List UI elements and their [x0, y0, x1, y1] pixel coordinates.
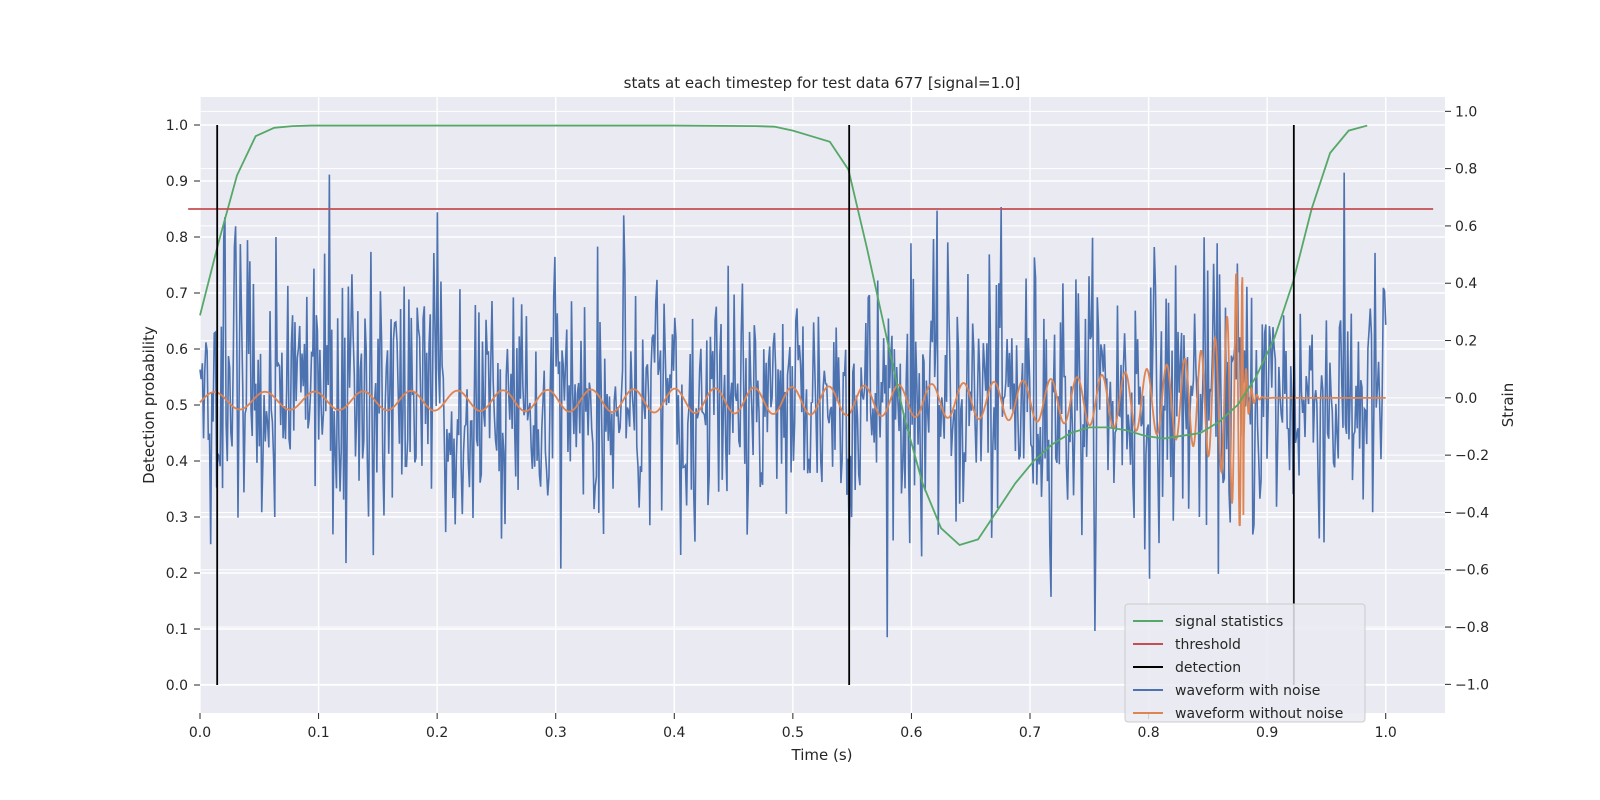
y-tick-label: 0.0: [166, 678, 188, 694]
y-axis-label: Detection probability: [140, 326, 158, 484]
legend-label: threshold: [1175, 637, 1241, 653]
y-tick-label: 0.9: [166, 174, 188, 190]
legend-label: waveform with noise: [1175, 683, 1320, 699]
series-waveform-with-noise: [199, 172, 1387, 638]
chart-title: stats at each timestep for test data 677…: [624, 74, 1021, 92]
y-tick-label: 0.4: [166, 454, 188, 470]
x-tick-label: 0.2: [426, 725, 448, 741]
y-tick-label: 0.8: [166, 230, 188, 246]
legend-label: signal statistics: [1175, 614, 1283, 630]
x-tick-label: 0.3: [545, 725, 567, 741]
y-tick-label-right: 0.8: [1455, 162, 1477, 178]
ticks-layer: 0.0 0.1 0.2 0.3 0.4 0.5 0.6 0.7 0.8 0.9 1.0 0.0 0.1 0…: [166, 104, 1489, 741]
y-tick-label-right: −0.6: [1455, 563, 1489, 579]
y-tick-label-right: 0.0: [1455, 391, 1477, 407]
x-tick-label: 0.0: [189, 725, 211, 741]
y-tick-label: 0.2: [166, 566, 188, 582]
x-tick-label: 0.9: [1256, 725, 1278, 741]
y-tick-label-right: −1.0: [1455, 677, 1489, 693]
y-tick-label-right: 0.2: [1455, 334, 1477, 350]
series-layer: [188, 124, 1434, 685]
x-tick-label: 0.6: [900, 725, 922, 741]
x-tick-label: 0.5: [782, 725, 804, 741]
y-tick-label-right: −0.8: [1455, 620, 1489, 636]
legend: signal statistics threshold detection wavef…: [1124, 603, 1366, 723]
y-tick-label: 0.3: [166, 510, 188, 526]
y-axis-label-right: Strain: [1499, 383, 1517, 427]
y-tick-label: 1.0: [166, 118, 188, 134]
y-tick-label-right: −0.2: [1455, 448, 1489, 464]
legend-box: [1124, 603, 1366, 723]
legend-label: detection: [1175, 660, 1241, 676]
y-tick-label-right: 0.6: [1455, 219, 1477, 235]
x-tick-label: 0.1: [307, 725, 329, 741]
y-tick-label: 0.7: [166, 286, 188, 302]
x-tick-label: 0.4: [663, 725, 685, 741]
y-tick-label: 0.1: [166, 622, 188, 638]
series-waveform-without-noise: [199, 271, 1386, 527]
y-tick-label-right: 0.4: [1455, 276, 1477, 292]
x-axis-label: Time (s): [791, 746, 853, 764]
series-signal-statistics: [199, 124, 1368, 547]
y-tick-label: 0.6: [166, 342, 188, 358]
x-tick-label: 0.7: [1019, 725, 1041, 741]
y-tick-label-right: 1.0: [1455, 104, 1477, 120]
x-tick-label: 1.0: [1375, 725, 1397, 741]
y-tick-label: 0.5: [166, 398, 188, 414]
x-tick-label: 0.8: [1137, 725, 1159, 741]
y-tick-label-right: −0.4: [1455, 505, 1489, 521]
legend-label: waveform without noise: [1175, 706, 1343, 722]
